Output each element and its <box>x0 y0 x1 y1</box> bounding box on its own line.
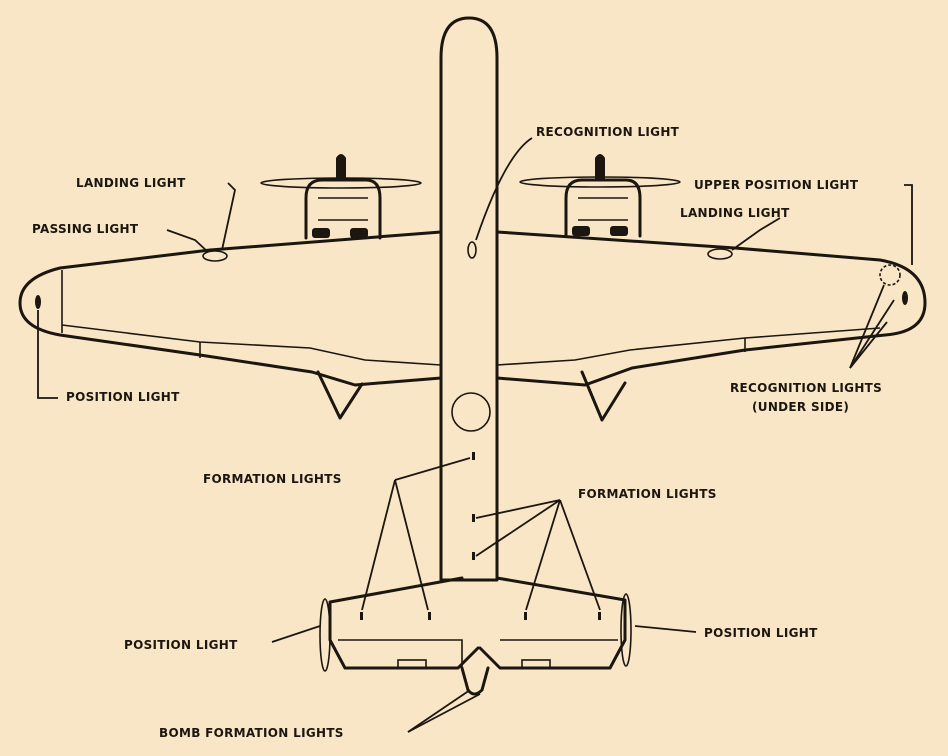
turret-circle <box>451 392 491 432</box>
label-formation-lights-right: FORMATION LIGHTS <box>578 487 717 501</box>
leader-position-wingtip <box>37 310 58 399</box>
leader-bomb-2 <box>407 693 481 733</box>
leader-landing-left <box>221 182 236 251</box>
label-recognition-light: RECOGNITION LIGHT <box>536 125 680 139</box>
label-position-light-tail-right: POSITION LIGHT <box>704 626 818 640</box>
right-wing-outline <box>495 230 927 387</box>
label-upper-position-light: UPPER POSITION LIGHT <box>694 178 859 192</box>
leader-formation-left-2 <box>361 479 396 611</box>
right-recognition-light <box>902 291 908 305</box>
label-position-light-wingtip: POSITION LIGHT <box>66 390 180 404</box>
left-elevator <box>338 639 463 668</box>
label-formation-lights-left: FORMATION LIGHTS <box>203 472 342 486</box>
label-recognition-lights-under-sub: (UNDER SIDE) <box>752 400 850 414</box>
leader-position-tail-left <box>271 625 321 643</box>
tail-formation-light-left <box>360 612 363 620</box>
left-fin <box>319 598 331 672</box>
label-position-light-tail-left: POSITION LIGHT <box>124 638 238 652</box>
tail-cone <box>460 666 490 696</box>
right-trim-tab <box>521 659 551 669</box>
right-upper-position-light <box>879 264 901 286</box>
left-trim-tab <box>397 659 427 669</box>
leader-recognition-under-1 <box>849 284 885 369</box>
left-wing-trailing-edge-inner <box>61 324 442 366</box>
left-wing-outline <box>18 230 443 387</box>
right-engine <box>519 154 681 238</box>
tail-formation-light-right-2 <box>598 612 601 620</box>
label-bomb-formation-lights: BOMB FORMATION LIGHTS <box>159 726 344 740</box>
formation-light-2 <box>472 514 475 522</box>
leader-recognition-light <box>475 137 533 241</box>
formation-light-1 <box>472 452 475 460</box>
leader-formation-left-1 <box>394 457 471 481</box>
leader-formation-right-1 <box>475 499 561 519</box>
leader-recognition-under-3 <box>849 321 888 369</box>
leader-passing-light <box>166 229 209 253</box>
right-stabilizer <box>478 576 627 670</box>
left-engine <box>260 154 422 240</box>
right-nacelle-tail <box>580 370 627 422</box>
label-passing-light: PASSING LIGHT <box>32 222 139 236</box>
left-stabilizer <box>328 576 480 670</box>
leader-bomb-1 <box>407 689 471 733</box>
tail-formation-light-left-2 <box>428 612 431 620</box>
leader-position-tail-right <box>634 625 697 633</box>
right-wing-trailing-edge-inner <box>496 327 881 366</box>
leader-formation-right-4 <box>559 499 601 611</box>
tail-formation-light-right <box>524 612 527 620</box>
right-fin <box>620 593 632 667</box>
formation-light-3 <box>472 552 475 560</box>
left-wingtip-position-light <box>35 295 41 309</box>
leader-formation-right-3 <box>525 499 561 611</box>
left-landing-light <box>202 250 228 262</box>
leader-formation-left-3 <box>394 479 429 611</box>
leader-landing-right <box>731 217 781 251</box>
right-landing-light <box>707 248 733 260</box>
label-landing-light-right: LANDING LIGHT <box>680 206 790 220</box>
leader-formation-right-2 <box>475 499 561 557</box>
recognition-light-fuselage <box>467 241 477 259</box>
label-recognition-lights-under: RECOGNITION LIGHTS <box>730 381 883 395</box>
leader-upper-position <box>904 184 913 265</box>
label-landing-light-left: LANDING LIGHT <box>76 176 186 190</box>
left-nacelle-tail <box>316 370 364 420</box>
leader-recognition-under-2 <box>849 299 895 369</box>
fuselage-outline <box>439 16 499 582</box>
